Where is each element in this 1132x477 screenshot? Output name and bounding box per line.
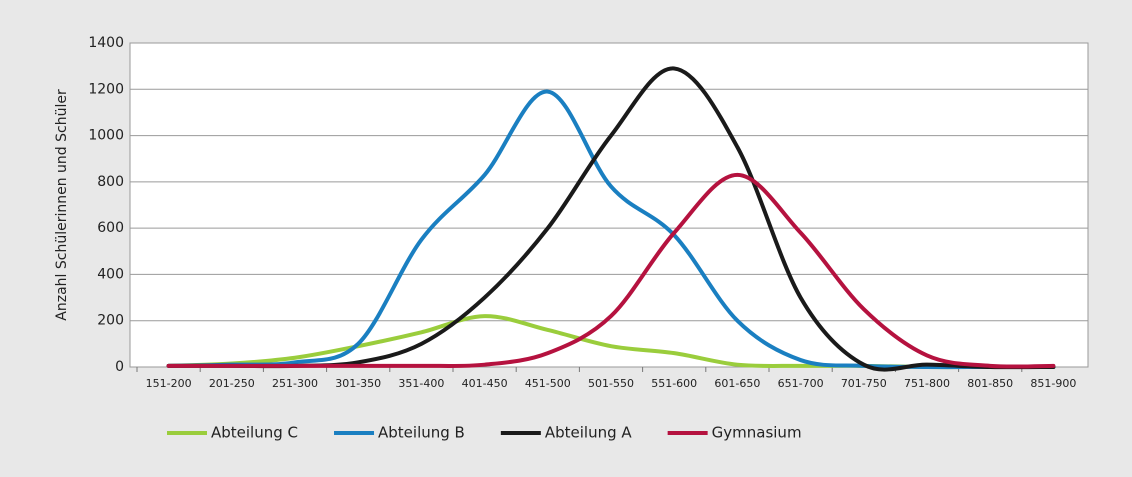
x-tick-label: 251-300 [272, 377, 318, 390]
y-tick-label: 1400 [88, 35, 124, 51]
series-line [166, 89, 1056, 370]
x-tick-label: 351-400 [398, 377, 444, 390]
x-tick-label: 801-850 [967, 377, 1013, 390]
x-tick-label: 751-800 [904, 377, 950, 390]
y-tick-label: 1200 [88, 81, 124, 97]
legend-label: Gymnasium [712, 424, 802, 442]
series-line [166, 172, 1056, 369]
y-tick-label: 1000 [88, 128, 124, 144]
plot-area [129, 42, 1089, 368]
y-tick-label: 800 [97, 174, 124, 190]
y-tick-label: 400 [97, 266, 124, 282]
y-tick-label: 0 [115, 359, 124, 375]
x-tick-label: 401-450 [462, 377, 508, 390]
x-tick-label: 301-350 [335, 377, 381, 390]
y-axis-label: Anzahl Schülerinnen und Schüler [54, 89, 70, 321]
x-tick-label: 601-650 [714, 377, 760, 390]
x-tick-label: 451-500 [525, 377, 571, 390]
x-tick-label: 551-600 [651, 377, 697, 390]
x-tick-label: 651-700 [778, 377, 824, 390]
x-tick-label: 701-750 [841, 377, 887, 390]
x-tick-label: 851-900 [1030, 377, 1076, 390]
x-tick-label: 501-550 [588, 377, 634, 390]
x-tick-label: 201-250 [209, 377, 255, 390]
y-tick-label: 200 [97, 313, 124, 329]
legend-label: Abteilung C [211, 424, 298, 442]
y-tick-label: 600 [97, 220, 124, 236]
legend-label: Abteilung B [378, 424, 465, 442]
x-tick-label: 151-200 [146, 377, 192, 390]
legend-label: Abteilung A [545, 424, 633, 442]
